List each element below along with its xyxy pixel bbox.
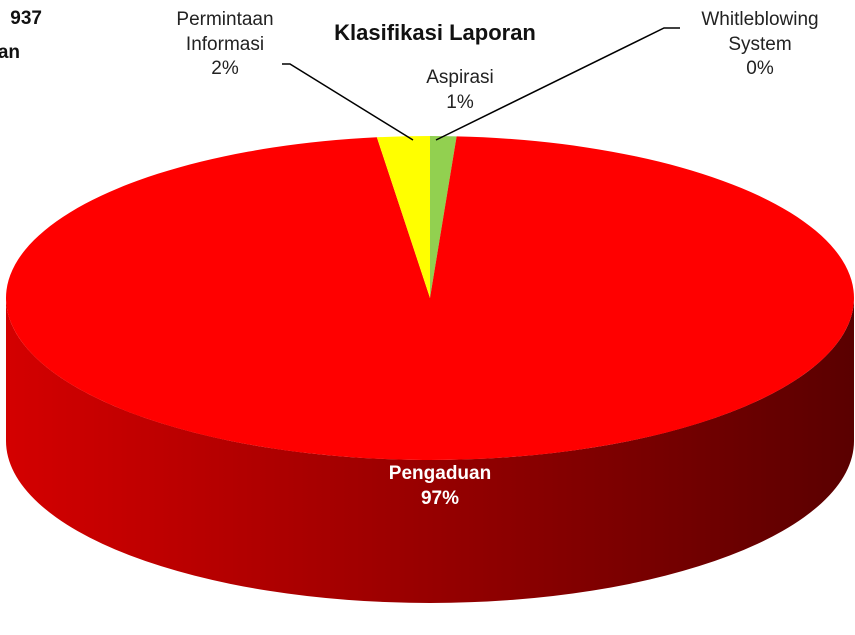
slice-label: Whitleblowing System 0%: [685, 8, 835, 82]
leader-line: [282, 63, 414, 141]
chart-title: Klasifikasi Laporan: [334, 20, 536, 45]
slice-name: Aspirasi: [426, 67, 494, 88]
leader-line: [435, 27, 680, 141]
slice-value: 0%: [746, 58, 774, 80]
slice-value: 2%: [211, 58, 239, 80]
pie-slice-side: [6, 298, 854, 603]
slice-label: Permintaan Informasi 2%: [165, 8, 285, 82]
slice-name: Pengaduan: [388, 463, 492, 484]
pie-slice: [5, 136, 854, 461]
slice-value: 97%: [420, 487, 460, 509]
slice-value: 1%: [446, 91, 474, 113]
slice-label: Pengaduan 97%: [340, 462, 540, 511]
pie-slice: [430, 136, 457, 298]
slice-name: Permintaan Informasi: [176, 9, 274, 55]
slice-label: Aspirasi 1%: [415, 66, 505, 115]
pie-slice: [376, 136, 430, 298]
clipped-text: an: [0, 42, 20, 63]
slice-name: Whitleblowing System: [701, 9, 819, 55]
clipped-text: 937: [10, 8, 42, 29]
